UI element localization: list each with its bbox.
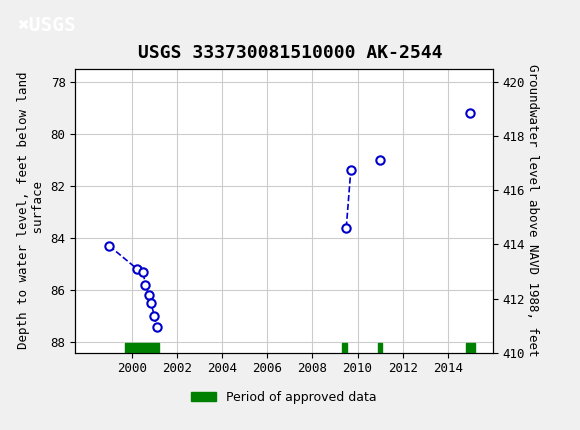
- Y-axis label: Depth to water level, feet below land
 surface: Depth to water level, feet below land su…: [17, 72, 45, 350]
- Text: ✖USGS: ✖USGS: [17, 16, 76, 35]
- Legend: Period of approved data: Period of approved data: [186, 386, 382, 409]
- Y-axis label: Groundwater level above NAVD 1988, feet: Groundwater level above NAVD 1988, feet: [526, 64, 539, 357]
- Text: USGS 333730081510000 AK-2544: USGS 333730081510000 AK-2544: [138, 44, 442, 62]
